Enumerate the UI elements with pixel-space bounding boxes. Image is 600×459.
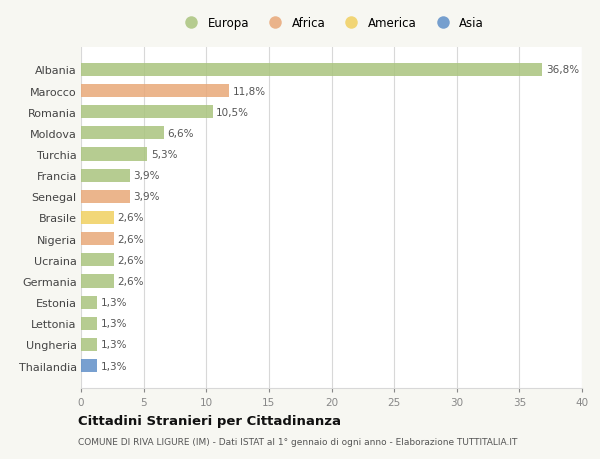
Text: Cittadini Stranieri per Cittadinanza: Cittadini Stranieri per Cittadinanza: [78, 414, 341, 428]
Text: 11,8%: 11,8%: [233, 86, 266, 96]
Bar: [81, 106, 212, 119]
Text: 1,3%: 1,3%: [101, 361, 128, 371]
Text: 2,6%: 2,6%: [118, 234, 144, 244]
Bar: [81, 85, 229, 98]
Text: 1,3%: 1,3%: [101, 340, 128, 350]
Text: 2,6%: 2,6%: [118, 276, 144, 286]
Bar: [81, 148, 148, 161]
Text: 36,8%: 36,8%: [545, 65, 579, 75]
Bar: [81, 359, 97, 372]
Text: 3,9%: 3,9%: [134, 171, 160, 181]
Bar: [81, 338, 97, 351]
Text: 1,3%: 1,3%: [101, 297, 128, 308]
Bar: [81, 275, 113, 288]
Text: 6,6%: 6,6%: [167, 129, 194, 139]
Text: 10,5%: 10,5%: [216, 107, 249, 118]
Bar: [81, 64, 542, 77]
Text: COMUNE DI RIVA LIGURE (IM) - Dati ISTAT al 1° gennaio di ogni anno - Elaborazion: COMUNE DI RIVA LIGURE (IM) - Dati ISTAT …: [78, 437, 517, 446]
Bar: [81, 190, 130, 203]
Text: 1,3%: 1,3%: [101, 319, 128, 329]
Bar: [81, 233, 113, 246]
Legend: Europa, Africa, America, Asia: Europa, Africa, America, Asia: [177, 15, 486, 33]
Text: 2,6%: 2,6%: [118, 255, 144, 265]
Bar: [81, 212, 113, 224]
Bar: [81, 317, 97, 330]
Text: 2,6%: 2,6%: [118, 213, 144, 223]
Bar: [81, 127, 164, 140]
Bar: [81, 254, 113, 267]
Text: 3,9%: 3,9%: [134, 192, 160, 202]
Text: 5,3%: 5,3%: [151, 150, 178, 160]
Bar: [81, 296, 97, 309]
Bar: [81, 169, 130, 182]
